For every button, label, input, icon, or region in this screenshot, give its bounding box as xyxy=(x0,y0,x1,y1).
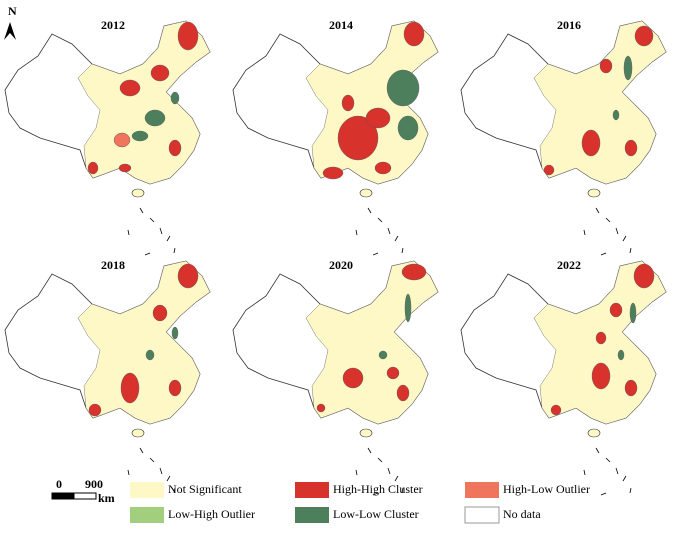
map-panel: 2018 xyxy=(4,258,211,496)
cluster-region xyxy=(543,164,555,176)
cluster-region xyxy=(87,161,99,175)
cluster-region xyxy=(386,366,400,380)
cluster-region xyxy=(617,349,625,361)
cluster-region xyxy=(337,115,379,161)
legend-swatch xyxy=(465,482,499,498)
cluster-region xyxy=(152,304,168,322)
map-panel: 2020 xyxy=(232,258,439,496)
cluster-region xyxy=(131,130,149,142)
panel-year: 2014 xyxy=(329,18,353,32)
sea-border xyxy=(127,207,176,256)
cluster-region xyxy=(634,25,654,47)
legend-label: Low-High Outlier xyxy=(168,507,255,521)
cluster-region xyxy=(550,404,562,416)
cluster-region xyxy=(168,379,182,397)
cluster-region xyxy=(591,362,611,390)
legend-swatch xyxy=(464,506,500,524)
hainan xyxy=(587,428,601,438)
legend-label: Low-Low Cluster xyxy=(333,507,419,521)
legend-swatch xyxy=(295,507,329,523)
cluster-region xyxy=(118,163,132,173)
map-panel: 2014 xyxy=(232,18,439,256)
sea-border xyxy=(583,207,632,256)
cluster-region xyxy=(88,403,102,417)
cluster-region xyxy=(595,331,607,345)
cluster-region xyxy=(624,139,638,157)
cluster-region xyxy=(403,21,425,47)
scale-segment xyxy=(73,492,97,500)
cluster-region xyxy=(322,166,344,180)
sea-border xyxy=(355,447,404,496)
scale-bar: 0 900 km xyxy=(51,477,115,505)
panel-year: 2022 xyxy=(557,258,581,272)
hainan xyxy=(359,188,373,198)
scale-unit: km xyxy=(98,491,115,505)
cluster-region xyxy=(113,132,131,148)
cluster-region xyxy=(374,161,392,175)
panel-year: 2012 xyxy=(101,18,125,32)
legend-swatch xyxy=(130,482,164,498)
cluster-region xyxy=(378,350,388,360)
cluster-region xyxy=(623,55,633,81)
panel-year: 2018 xyxy=(101,258,125,272)
cluster-region xyxy=(397,115,419,141)
cluster-region xyxy=(171,326,179,340)
cluster-region xyxy=(401,263,427,281)
hainan xyxy=(131,188,145,198)
map-panel: 2022 xyxy=(460,258,667,496)
cluster-region xyxy=(170,91,180,105)
north-label: N xyxy=(8,4,17,18)
legend-label: High-Low Outlier xyxy=(503,482,590,496)
cluster-region xyxy=(119,79,141,97)
cluster-region xyxy=(177,263,199,289)
legend: Not Significant High-High Cluster High-Low… xyxy=(130,482,590,524)
cluster-region xyxy=(150,64,170,82)
cluster-region xyxy=(365,107,391,129)
scale-segment xyxy=(51,492,75,500)
sea-border xyxy=(127,447,176,496)
legend-label: High-High Cluster xyxy=(333,482,423,496)
cluster-region xyxy=(404,293,412,323)
sea-border xyxy=(355,207,404,256)
panel-year: 2020 xyxy=(329,258,353,272)
sea-border xyxy=(583,447,632,496)
cluster-region xyxy=(612,109,620,121)
hainan xyxy=(359,428,373,438)
map-panel: 2016 xyxy=(460,18,667,256)
cluster-region xyxy=(341,94,355,112)
legend-swatch xyxy=(295,482,329,498)
cluster-region xyxy=(342,367,364,389)
north-arrow xyxy=(4,22,16,40)
panel-year: 2016 xyxy=(557,18,581,32)
not-significant-region xyxy=(305,20,439,185)
hainan xyxy=(131,428,145,438)
cluster-region xyxy=(599,58,613,74)
cluster-region xyxy=(396,384,410,402)
cluster-region xyxy=(120,372,140,404)
cluster-region xyxy=(581,129,601,157)
not-significant-region xyxy=(305,260,439,425)
map-panel: 2012 xyxy=(4,18,211,256)
cluster-region xyxy=(168,139,182,157)
hainan xyxy=(587,188,601,198)
cluster-region xyxy=(633,263,655,289)
cluster-region xyxy=(386,69,420,107)
legend-label: No data xyxy=(503,507,541,521)
cluster-region xyxy=(177,21,199,51)
cluster-region xyxy=(609,302,623,318)
cluster-region xyxy=(144,109,166,127)
panels: 2012 2014 2016 2018 2020 2022 xyxy=(4,18,667,496)
scale-end: 900 xyxy=(85,477,103,491)
cluster-region xyxy=(624,379,638,397)
cluster-region xyxy=(145,349,155,361)
cluster-region xyxy=(316,403,326,413)
legend-label: Not Significant xyxy=(168,482,242,496)
legend-swatch xyxy=(130,507,164,523)
scale-start: 0 xyxy=(56,477,62,491)
cluster-region xyxy=(629,302,637,324)
